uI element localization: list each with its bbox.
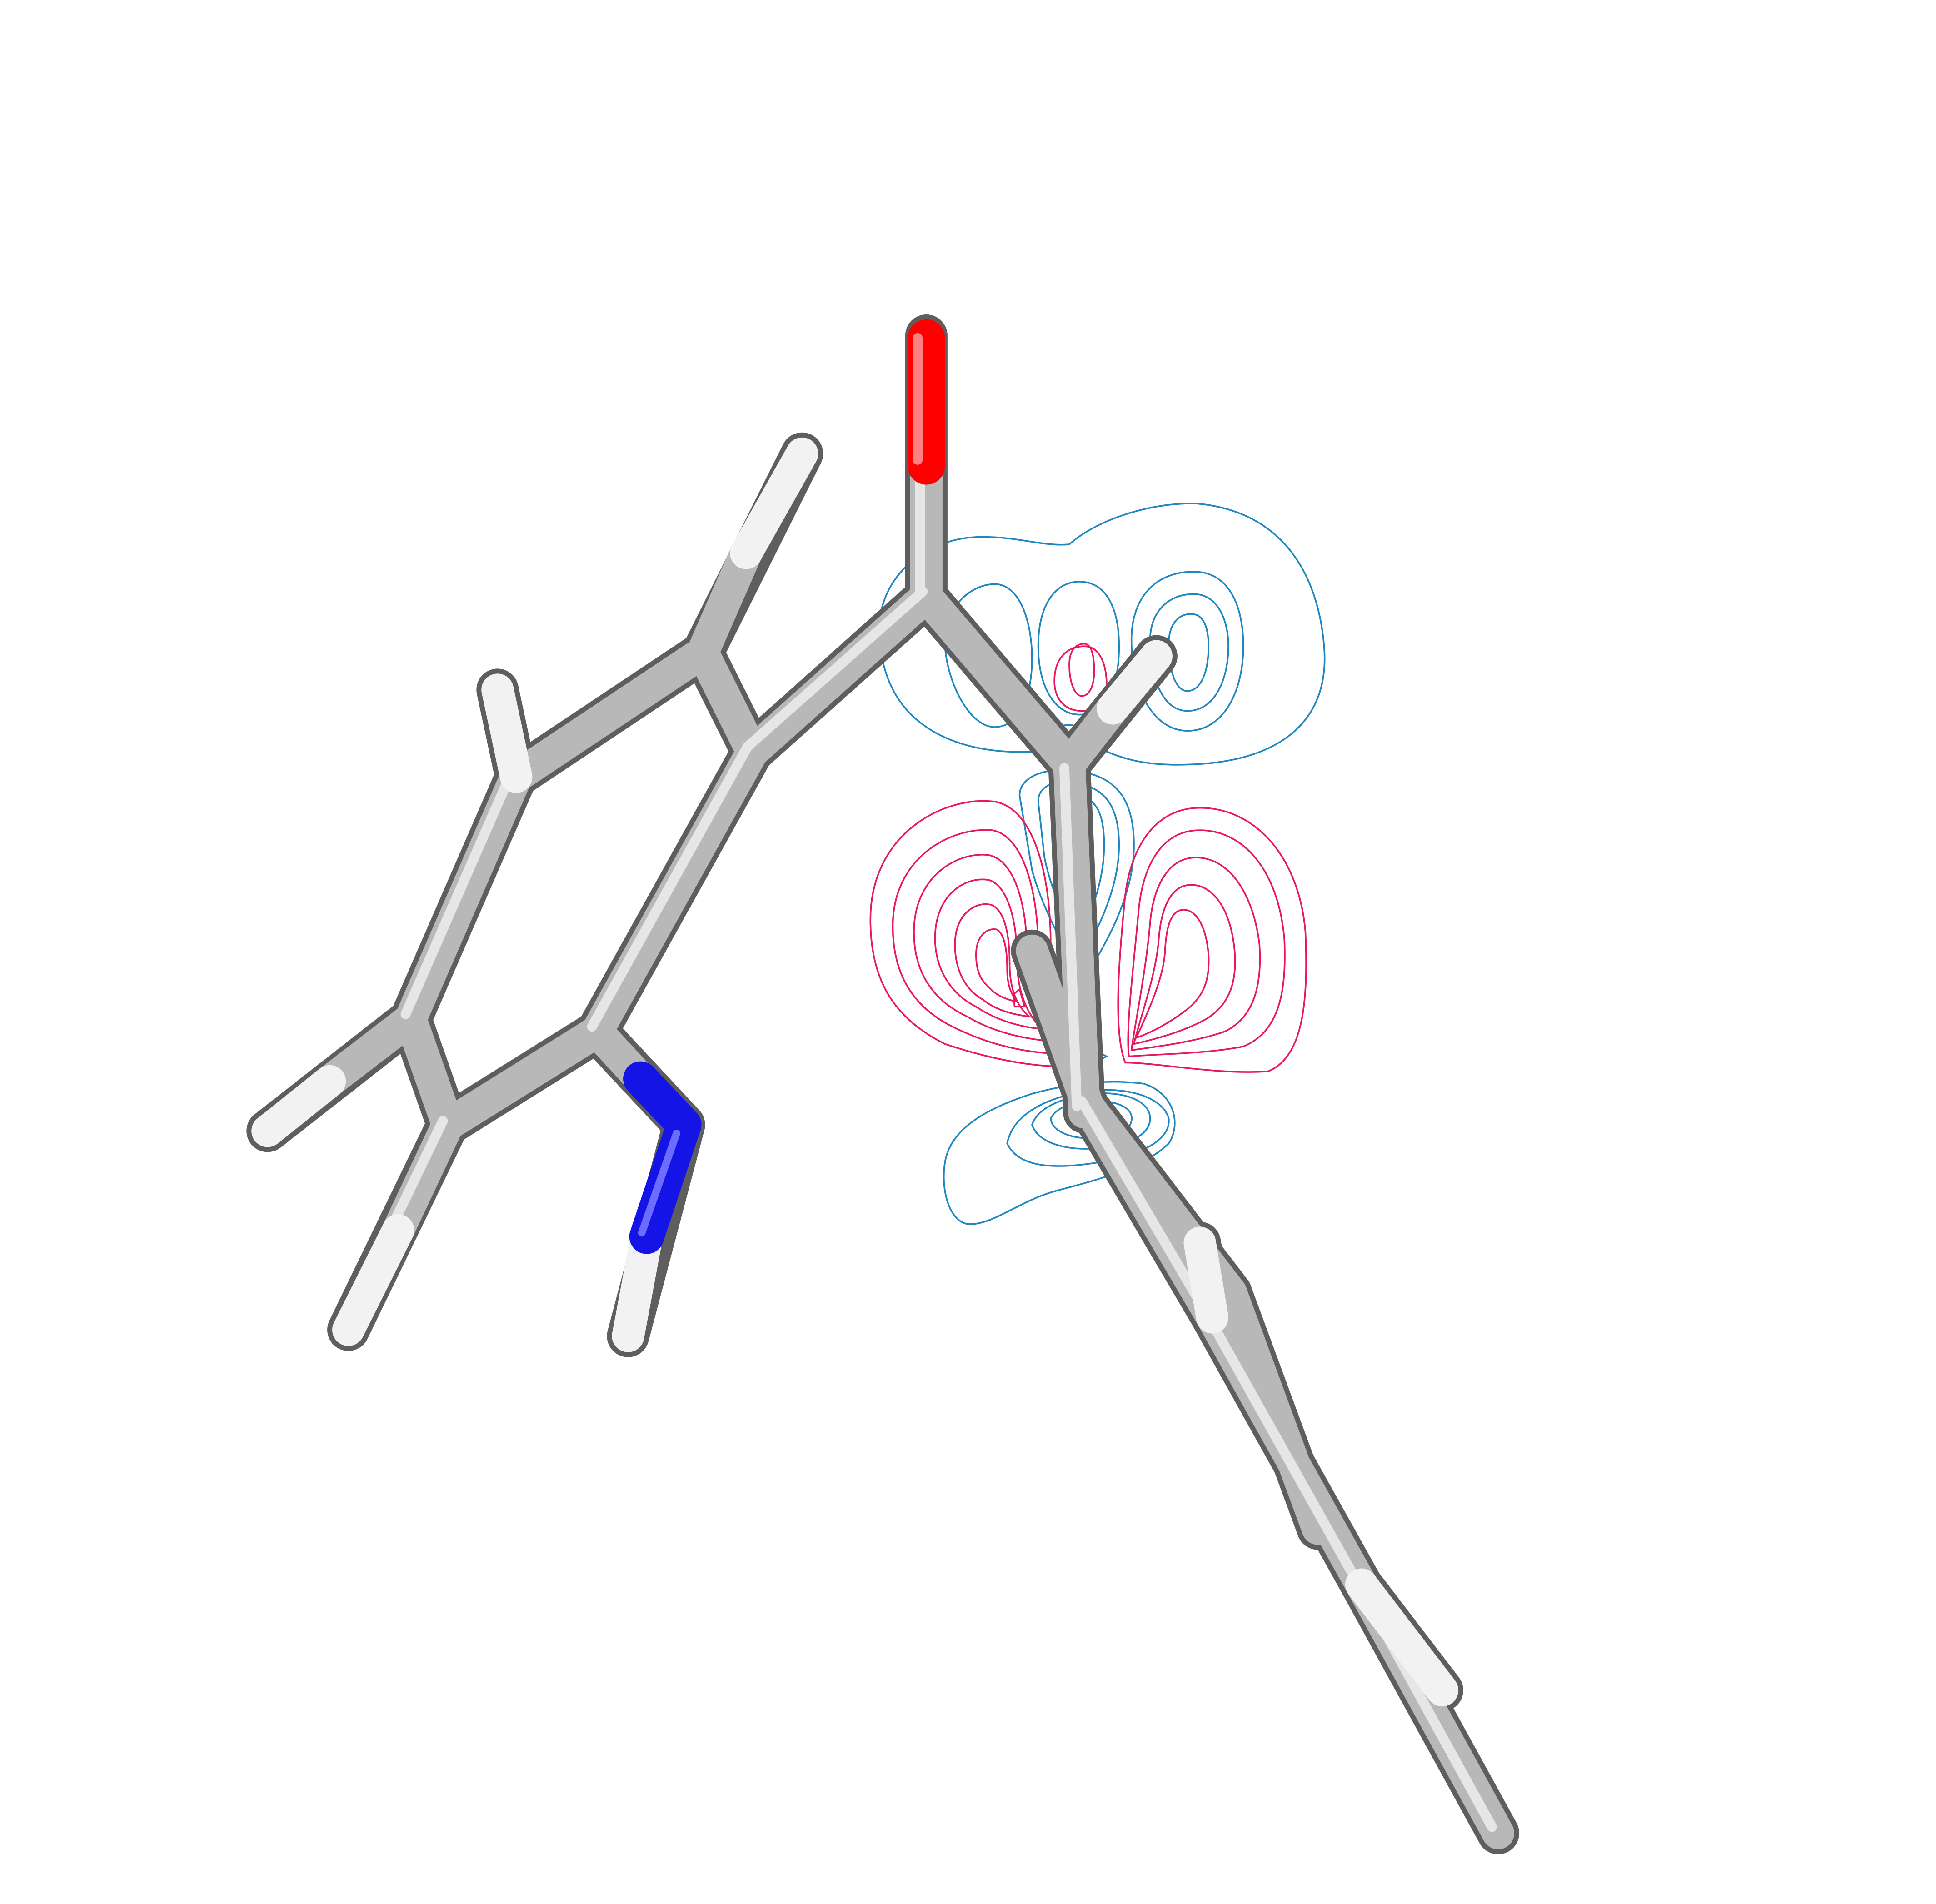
bond-shadows [246,314,1519,1854]
nitrogen-bonds [623,1061,702,1254]
nitrogen-bond-highlight [638,1130,680,1237]
molecule-stick-model [246,314,1519,1854]
carbon-bond-highlights [388,474,1497,1832]
hydrogen-bonds [251,437,1458,1707]
